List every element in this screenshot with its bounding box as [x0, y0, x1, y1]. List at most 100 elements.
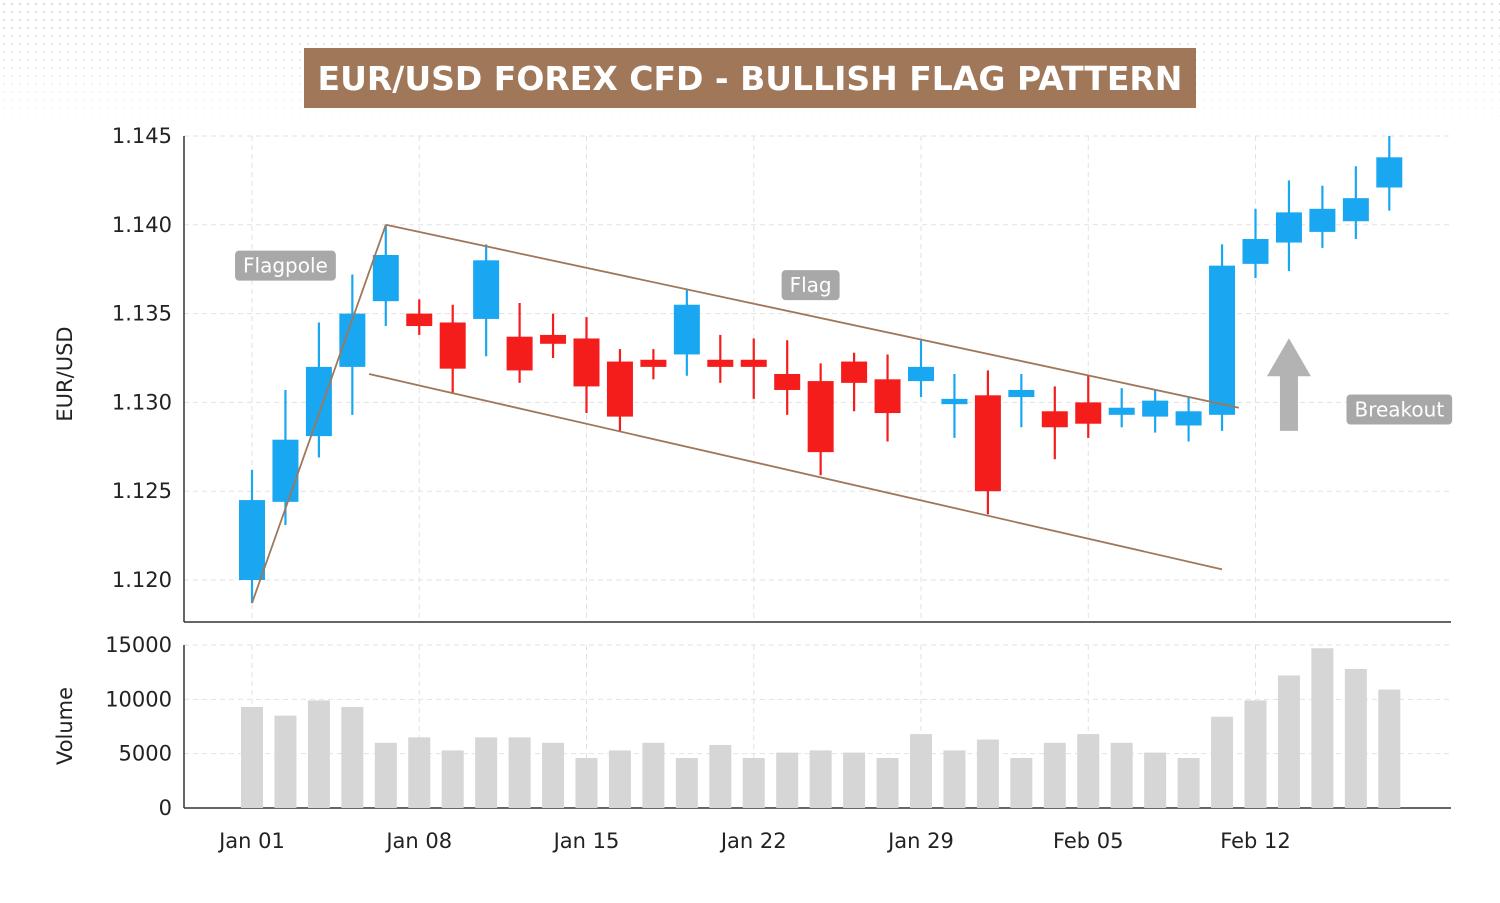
- volume-bar: [675, 758, 698, 808]
- annotation-text: Flag: [790, 273, 832, 297]
- bullish-candle: [1209, 244, 1236, 431]
- volume-bar: [843, 752, 866, 808]
- candle-body: [1008, 389, 1035, 398]
- volume-bar: [307, 700, 330, 808]
- volume-bar: [742, 758, 765, 808]
- bullish-candle: [1242, 208, 1269, 279]
- volume-bar: [341, 706, 364, 808]
- candle-body: [1108, 407, 1135, 415]
- candle-body: [1142, 400, 1169, 417]
- volume-bar: [776, 752, 799, 808]
- price-tick-label: 1.145: [112, 124, 172, 148]
- volume-bar: [408, 737, 431, 808]
- bearish-candle: [439, 304, 466, 394]
- volume-bar: [809, 750, 832, 808]
- title-banner: EUR/USD FOREX CFD - BULLISH FLAG PATTERN: [304, 48, 1196, 108]
- volume-bar: [1010, 758, 1033, 808]
- candle-body: [740, 359, 767, 367]
- annotation-box: [235, 250, 336, 281]
- candle-body: [1075, 402, 1102, 424]
- candles: [239, 136, 1403, 604]
- bullish-candle: [941, 373, 968, 438]
- candle-body: [707, 359, 734, 367]
- candle-body: [506, 336, 533, 371]
- candle-body: [974, 395, 1001, 492]
- candle-body: [372, 254, 399, 302]
- pattern-lines: [251, 223, 1239, 604]
- volume-bar: [1344, 668, 1367, 808]
- candle-body: [272, 439, 299, 502]
- bullish-candle: [305, 322, 332, 458]
- candle-body: [1209, 265, 1236, 415]
- bearish-candle: [974, 370, 1001, 515]
- bearish-candle: [1041, 386, 1068, 460]
- volume-bar: [508, 737, 531, 808]
- volume-bar: [1077, 734, 1100, 808]
- volume-bar: [575, 758, 598, 808]
- bullish-candle: [1309, 185, 1336, 248]
- pattern-line: [251, 224, 387, 604]
- price-tick-label: 1.130: [112, 390, 172, 414]
- bullish-candle: [339, 274, 366, 415]
- volume-bar: [976, 739, 999, 808]
- volume-tick-label: 5000: [119, 742, 172, 766]
- candle-body: [1041, 411, 1068, 428]
- annotations: Flagpole Flag Breakout: [235, 250, 1453, 431]
- bearish-candle: [406, 299, 433, 335]
- bullish-candle: [272, 389, 299, 525]
- x-tick-label: Jan 15: [552, 829, 620, 853]
- tick-labels: 1.120 1.125 1.130 1.135 1.140 1.145 0 5000 10000…: [53, 124, 1291, 853]
- bullish-candle: [1376, 136, 1403, 211]
- candle-body: [439, 322, 466, 369]
- x-tick-label: Jan 01: [217, 829, 285, 853]
- candle-body: [339, 313, 366, 367]
- x-tick-label: Feb 12: [1220, 829, 1291, 853]
- volume-bar: [542, 742, 565, 808]
- breakout-arrow: [1266, 338, 1311, 431]
- volume-bar: [274, 715, 297, 808]
- annotation-text: Flagpole: [243, 254, 328, 278]
- bullish-candle: [473, 244, 500, 357]
- volume-bar: [642, 742, 665, 808]
- bearish-candle: [774, 340, 801, 415]
- volume-bar: [876, 758, 899, 808]
- volume-bar: [374, 742, 397, 808]
- bearish-candle: [1075, 375, 1102, 438]
- candle-body: [673, 304, 700, 355]
- annotation-text: Breakout: [1354, 398, 1444, 422]
- bullish-candle: [908, 340, 934, 398]
- bullish-candle: [372, 224, 399, 327]
- candle-body: [406, 313, 433, 327]
- volume-bar: [910, 734, 932, 808]
- x-tick-label: Jan 08: [384, 829, 452, 853]
- candle-body: [1342, 198, 1369, 222]
- candle-body: [1275, 212, 1302, 243]
- volume-bar: [943, 750, 966, 808]
- volume-bar: [1110, 742, 1133, 808]
- volume-bar: [1177, 758, 1200, 808]
- volume-bar: [441, 750, 464, 808]
- volume-bar: [1144, 752, 1167, 808]
- volume-bar: [1043, 742, 1066, 808]
- candle-body: [473, 260, 500, 319]
- bearish-candle: [640, 349, 667, 380]
- bearish-candle: [707, 334, 734, 383]
- pattern-line: [368, 373, 1223, 571]
- volume-bar: [1311, 648, 1334, 808]
- volume-bar: [1378, 689, 1401, 808]
- candle-body: [841, 361, 868, 383]
- bearish-candle: [874, 354, 901, 442]
- bullish-candle: [1342, 166, 1369, 240]
- bullish-candle: [1142, 389, 1169, 433]
- volume-axis-title: Volume: [53, 687, 77, 765]
- x-tick-label: Jan 29: [886, 829, 954, 853]
- price-tick-label: 1.120: [112, 568, 172, 592]
- candle-body: [640, 359, 667, 367]
- price-tick-label: 1.125: [112, 479, 172, 503]
- candle-body: [1242, 239, 1269, 264]
- candle-body: [908, 366, 934, 382]
- volume-bars: [241, 648, 1401, 808]
- bullish-candle: [1175, 397, 1202, 442]
- volume-bar: [1244, 700, 1267, 808]
